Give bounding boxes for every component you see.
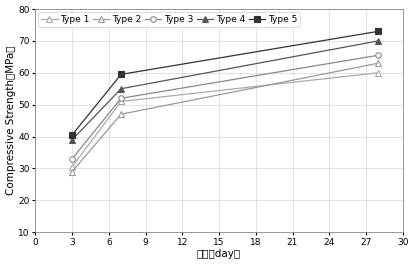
- Line: Type 1: Type 1: [69, 70, 380, 170]
- Type 1: [118, 100, 123, 103]
- Type 4: [118, 87, 123, 90]
- Line: Type 3: Type 3: [69, 52, 380, 162]
- Type 5: [375, 30, 380, 33]
- Type 4: [375, 39, 380, 42]
- Legend: Type 1, Type 2, Type 3, Type 4, Type 5: Type 1, Type 2, Type 3, Type 4, Type 5: [38, 12, 299, 27]
- Line: Type 2: Type 2: [69, 60, 380, 174]
- Type 2: [375, 62, 380, 65]
- Line: Type 4: Type 4: [69, 38, 380, 143]
- Type 5: [118, 73, 123, 76]
- Type 2: [69, 170, 74, 173]
- Line: Type 5: Type 5: [69, 29, 380, 138]
- Type 1: [69, 165, 74, 168]
- Type 3: [375, 54, 380, 57]
- Type 3: [118, 97, 123, 100]
- X-axis label: 재령（day）: 재령（day）: [197, 249, 240, 259]
- Type 5: [69, 133, 74, 136]
- Type 2: [118, 113, 123, 116]
- Type 1: [375, 71, 380, 74]
- Type 3: [69, 157, 74, 160]
- Y-axis label: Compressive Strength（MPa）: Compressive Strength（MPa）: [5, 46, 16, 195]
- Type 4: [69, 138, 74, 141]
